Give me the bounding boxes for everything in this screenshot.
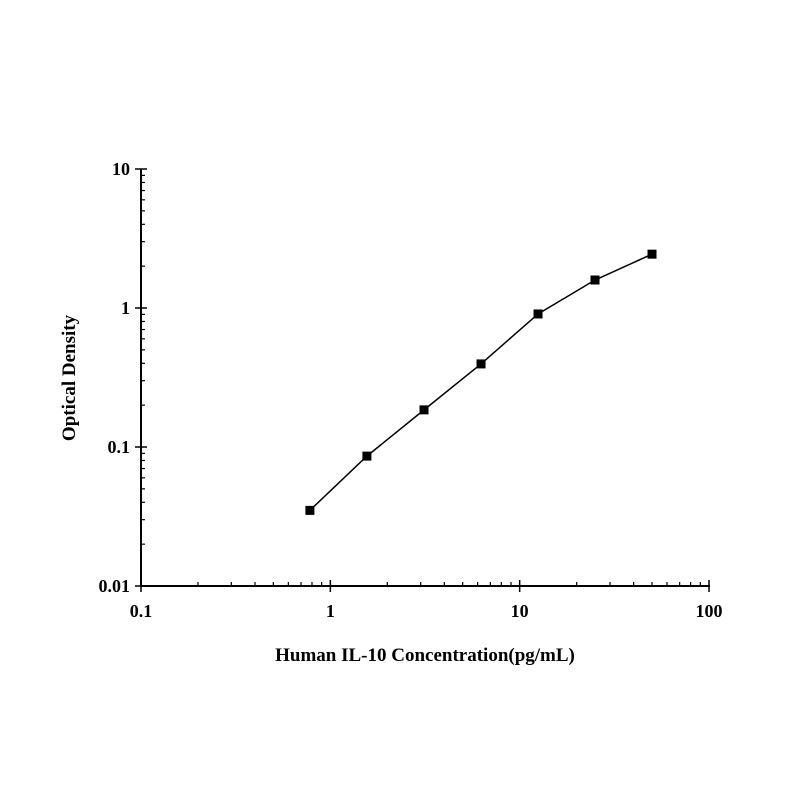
- x-tick-label: 0.1: [130, 601, 153, 621]
- y-tick-label: 1: [121, 298, 130, 318]
- y-tick-label: 10: [112, 159, 130, 179]
- data-point: [419, 405, 429, 415]
- data-point: [647, 249, 657, 259]
- y-axis-label: Optical Density: [59, 314, 80, 441]
- axes: [140, 169, 710, 587]
- series: [305, 249, 657, 515]
- y-tick-label: 0.01: [99, 576, 131, 596]
- data-point: [533, 309, 543, 319]
- data-point: [362, 451, 372, 461]
- x-tick-label: 10: [511, 601, 529, 621]
- curve-line: [309, 253, 653, 511]
- x-tick-label: 100: [696, 601, 723, 621]
- x-tick-label: 1: [326, 601, 335, 621]
- ticks: 0.1 1 10 100 0.01 0.1 1 10: [99, 159, 723, 621]
- y-tick-label: 0.1: [108, 437, 131, 457]
- data-point: [305, 505, 315, 515]
- x-axis-label: Human IL-10 Concentration(pg/mL): [275, 645, 575, 666]
- data-point: [476, 359, 486, 369]
- data-point: [590, 275, 600, 285]
